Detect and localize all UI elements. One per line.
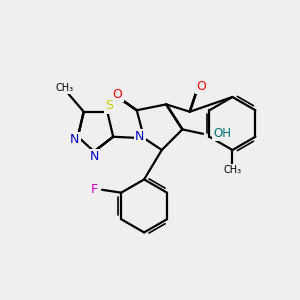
Text: N: N — [70, 133, 80, 146]
Text: S: S — [105, 99, 113, 112]
Text: CH₃: CH₃ — [56, 82, 74, 93]
Text: OH: OH — [213, 127, 231, 140]
Text: CH₃: CH₃ — [224, 165, 242, 175]
Text: O: O — [113, 88, 122, 100]
Text: O: O — [196, 80, 206, 93]
Text: N: N — [89, 150, 99, 163]
Text: F: F — [91, 183, 98, 196]
Text: N: N — [135, 130, 144, 143]
